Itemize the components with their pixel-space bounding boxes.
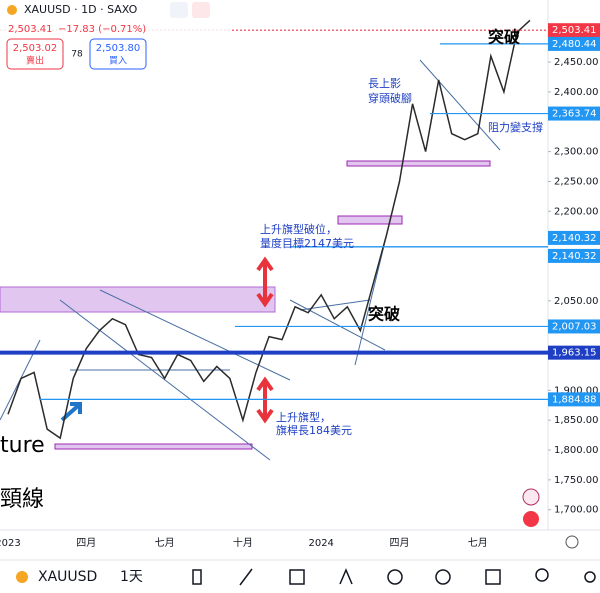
candle-icon[interactable] xyxy=(192,569,202,585)
y-tick-label: 1,750.00 xyxy=(554,475,599,486)
x-tick-label: 七月 xyxy=(155,537,175,549)
annotation: 長上影 xyxy=(368,77,401,90)
y-tick-label: 2,400.00 xyxy=(554,87,599,98)
share-icon[interactable] xyxy=(584,571,596,583)
level-label: 2,503.41 xyxy=(552,25,597,36)
zone xyxy=(346,160,491,167)
draw-icon[interactable] xyxy=(239,568,253,586)
y-tick-label: 1,700.00 xyxy=(554,505,599,516)
x-tick-label: 四月 xyxy=(76,537,96,549)
icon[interactable] xyxy=(522,488,540,506)
annotation: 頸線 xyxy=(0,487,44,512)
change: −17.83 (−0.71%) xyxy=(58,24,146,35)
arrow xyxy=(256,376,274,424)
buy-button[interactable] xyxy=(89,38,147,70)
indicator-icon[interactable] xyxy=(289,569,305,585)
level-label-bg xyxy=(548,106,600,121)
button[interactable] xyxy=(192,2,210,18)
button[interactable] xyxy=(170,2,188,18)
price: 2,503.41 xyxy=(8,24,53,35)
annotation: 穿頭破腳 xyxy=(368,91,412,105)
annotation: 突破 xyxy=(368,305,400,324)
layout-icon[interactable] xyxy=(485,569,501,585)
x-tick-label: 2023 xyxy=(0,538,21,549)
x-tick-label: 四月 xyxy=(390,537,410,549)
level-label: 2,007.03 xyxy=(552,321,597,332)
x-tick-label: 七月 xyxy=(468,537,488,549)
trend-lines xyxy=(0,59,501,461)
symbol: XAUUSD · 1D · SAXO xyxy=(24,3,138,16)
header: XAUUSD · 1D · SAXO 2,503.41 −17.83 (−0.7… xyxy=(0,0,230,72)
annotation: 阻力變支撐 xyxy=(488,120,543,134)
y-tick-label: 2,450.00 xyxy=(554,57,599,68)
level-label: 2,140.32 xyxy=(552,251,597,262)
y-tick-label: 1,900.00 xyxy=(554,385,599,396)
spread: 78 xyxy=(71,50,83,60)
annotation: ture xyxy=(0,433,45,458)
level-label-bg xyxy=(548,23,600,38)
sell-label: 賣出 xyxy=(26,55,44,67)
annotation: 旗桿長184美元 xyxy=(276,423,352,437)
y-tick-label: 2,250.00 xyxy=(554,176,599,187)
logo xyxy=(16,571,28,583)
level-label-bg xyxy=(548,248,600,263)
add-icon[interactable] xyxy=(387,569,403,585)
x-tick-label: 十月 xyxy=(233,536,253,549)
x-tick-label: 2024 xyxy=(308,538,333,549)
icon[interactable] xyxy=(523,511,539,527)
y-tick-label: 1,850.00 xyxy=(554,415,599,426)
level-label-bg xyxy=(548,36,600,51)
y-tick-label: 2,300.00 xyxy=(554,147,599,158)
buy-label: 買入 xyxy=(109,56,127,67)
annotation: 突破 xyxy=(488,28,520,47)
alert-icon[interactable] xyxy=(435,569,451,585)
level-label-bg xyxy=(548,392,600,407)
level-label: 1,884.88 xyxy=(552,394,597,405)
price-line xyxy=(7,19,531,440)
arrow xyxy=(256,256,274,308)
level-label: 2,140.32 xyxy=(552,233,597,244)
idea-icon[interactable] xyxy=(535,568,549,582)
settings-icon[interactable] xyxy=(565,535,579,549)
sell-button[interactable] xyxy=(6,38,64,70)
level-label-bg xyxy=(548,230,600,245)
annotation: 量度目標2147美元 xyxy=(260,236,354,250)
buy-price: 2,503.80 xyxy=(96,43,141,54)
sell-price: 2,503.02 xyxy=(13,43,58,54)
annotation: 上升旗型， xyxy=(276,410,331,424)
level-label: 2,363.74 xyxy=(552,109,597,120)
logo xyxy=(7,5,17,15)
level-label: 2,480.44 xyxy=(552,39,597,50)
toolbar-interval[interactable]: 1天 xyxy=(120,569,143,585)
zone xyxy=(337,215,403,225)
toolbar-symbol[interactable]: XAUUSD xyxy=(38,569,97,585)
level-label-bg xyxy=(548,319,600,334)
toolbar: XAUUSD 1天 xyxy=(0,559,600,586)
zone xyxy=(54,443,253,450)
level-label-bg xyxy=(548,345,600,360)
y-tick-label: 1,800.00 xyxy=(554,445,599,456)
fx-icon[interactable] xyxy=(339,568,353,585)
y-tick-label: 2,200.00 xyxy=(554,206,599,217)
plot: 2,450.00 2,400.00 2,300.00 2,250.00 2,200.00… xyxy=(0,19,600,549)
annotation: 上升旗型破位， xyxy=(260,222,337,236)
level-label: 1,963.15 xyxy=(552,348,597,359)
y-tick-label: 2,050.00 xyxy=(554,296,599,307)
